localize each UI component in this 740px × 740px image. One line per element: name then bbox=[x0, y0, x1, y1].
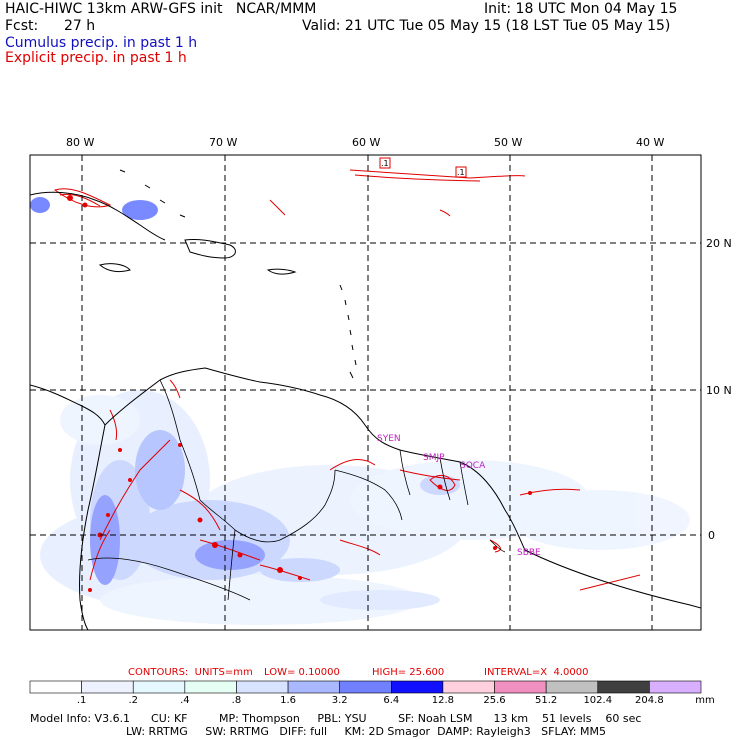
colorbar-tick-label: .4 bbox=[180, 695, 190, 706]
lon-label-70w: 70 W bbox=[209, 136, 237, 149]
contour-low: LOW= 0.10000 bbox=[264, 667, 340, 678]
station-label-smjp: SMJP bbox=[423, 453, 445, 463]
colorbar-swatch bbox=[287, 680, 340, 694]
model-title: HAIC-HIWC 13km ARW-GFS init NCAR/MMM bbox=[5, 1, 317, 17]
colorbar-tick-label: .8 bbox=[231, 695, 242, 706]
init-time: Init: 18 UTC Mon 04 May 15 bbox=[484, 1, 678, 17]
colorbar-swatch bbox=[494, 680, 547, 694]
contour-label: .1 bbox=[381, 159, 389, 168]
colorbar-swatch bbox=[339, 680, 392, 694]
colorbar-tick-label: 3.2 bbox=[331, 695, 348, 706]
colorbar-swatch bbox=[545, 680, 599, 694]
lon-label-80w: 80 W bbox=[66, 136, 94, 149]
contour-units: CONTOURS: UNITS=mm bbox=[128, 667, 253, 678]
colorbar-swatch bbox=[391, 680, 444, 694]
coastlines bbox=[30, 169, 701, 630]
colorbar-swatch bbox=[29, 680, 82, 694]
colorbar-tick-label: 6.4 bbox=[383, 695, 400, 706]
colorbar-tick-label: 12.8 bbox=[431, 695, 455, 706]
lat-label-0: 0 bbox=[708, 529, 715, 542]
cumulus-field-title: Cumulus precip. in past 1 h bbox=[5, 35, 198, 51]
station-label-soca: SOCA bbox=[460, 461, 486, 471]
colorbar bbox=[29, 680, 702, 694]
lat-label-10n: 10 N bbox=[706, 384, 732, 397]
colorbar-swatch bbox=[649, 680, 702, 694]
colorbar-swatch bbox=[81, 680, 134, 694]
station-label-syen: SYEN bbox=[377, 434, 401, 444]
contour-high: HIGH= 25.600 bbox=[372, 667, 445, 678]
contour-interval: INTERVAL=X 4.0000 bbox=[484, 667, 589, 678]
lat-lon-grid bbox=[30, 155, 701, 630]
valid-time: Valid: 21 UTC Tue 05 May 15 (18 LST Tue … bbox=[302, 18, 671, 34]
lat-label-20n: 20 N bbox=[706, 237, 732, 250]
colorbar-tick-label: 1.6 bbox=[280, 695, 297, 706]
colorbar-tick-label: .1 bbox=[76, 695, 87, 706]
map-frame bbox=[29, 154, 702, 631]
colorbar-unit: mm bbox=[695, 695, 715, 706]
colorbar-swatch bbox=[442, 680, 495, 694]
colorbar-swatch bbox=[132, 680, 186, 694]
forecast-label: Fcst: bbox=[5, 18, 39, 34]
cumulus-precip-shading bbox=[30, 197, 690, 625]
explicit-precip-contours bbox=[53, 157, 641, 591]
model-info-line1: Model Info: V3.6.1 CU: KF MP: Thompson P… bbox=[30, 712, 642, 725]
colorbar-tick-label: .2 bbox=[128, 695, 138, 706]
colorbar-tick-label: 25.6 bbox=[483, 695, 506, 706]
lon-label-40w: 40 W bbox=[636, 136, 664, 149]
station-label-sbbe: SBBE bbox=[517, 548, 541, 558]
contour-label: .1 bbox=[457, 168, 465, 177]
colorbar-swatch bbox=[236, 680, 289, 694]
forecast-hours: 27 h bbox=[64, 18, 96, 34]
colorbar-tick-label: 51.2 bbox=[535, 695, 558, 706]
colorbar-swatch bbox=[184, 680, 237, 694]
explicit-field-title: Explicit precip. in past 1 h bbox=[5, 50, 187, 66]
colorbar-tick-label: 102.4 bbox=[583, 695, 613, 706]
colorbar-tick-label: 204.8 bbox=[635, 695, 664, 706]
lon-label-60w: 60 W bbox=[352, 136, 380, 149]
model-info-line2: LW: RRTMG SW: RRTMG DIFF: full KM: 2D Sm… bbox=[126, 725, 606, 738]
lon-label-50w: 50 W bbox=[494, 136, 522, 149]
colorbar-swatch bbox=[597, 680, 650, 694]
